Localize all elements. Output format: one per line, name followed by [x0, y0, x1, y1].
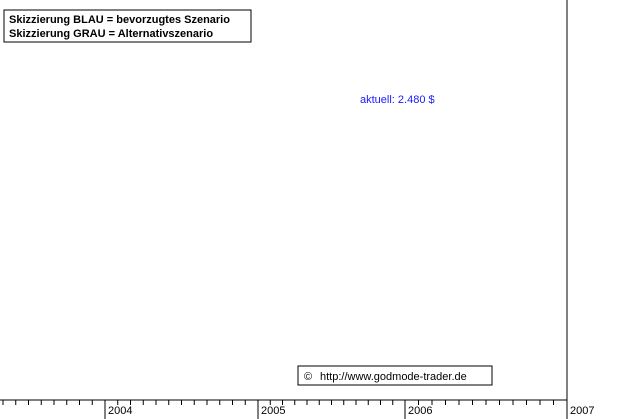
legend-box: [3, 9, 252, 43]
legend-line-grey: Skizzierung GRAU = Alternativszenario: [9, 28, 213, 40]
x-tick-label: 2004: [108, 405, 132, 417]
x-tick-label: 2005: [261, 405, 285, 417]
x-tick-label: 2007: [570, 405, 594, 417]
source-box: [297, 365, 493, 386]
source-label: http://www.godmode-trader.de: [320, 371, 467, 383]
current-price-label: aktuell: 2.480 $: [360, 94, 435, 106]
legend-line-blue: Skizzierung BLAU = bevorzugtes Szenario: [9, 14, 230, 26]
label-layer: Skizzierung BLAU = bevorzugtes Szenario …: [3, 9, 493, 386]
copyright-icon: ©: [304, 371, 312, 383]
x-tick-label: 2006: [408, 405, 432, 417]
